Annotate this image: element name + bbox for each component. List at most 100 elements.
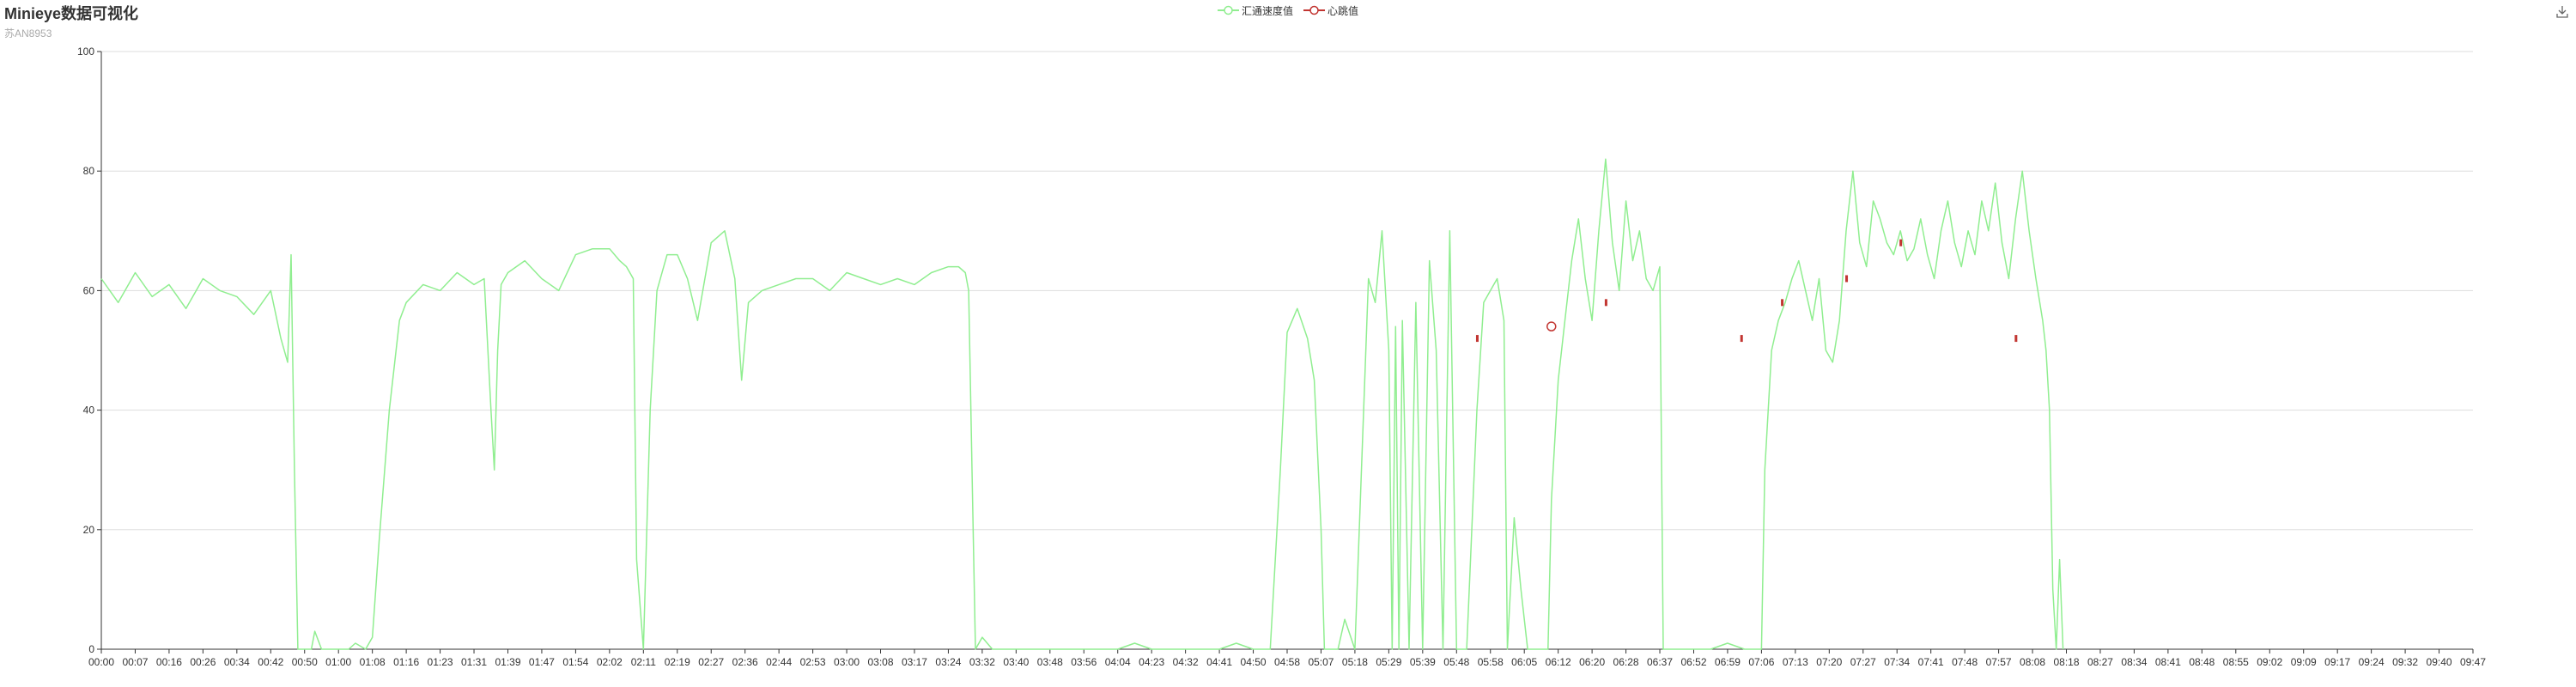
legend-line-circle-icon xyxy=(1303,5,1325,15)
x-tick-label: 09:40 xyxy=(2427,656,2452,668)
heartbeat-point xyxy=(1899,239,1903,246)
download-icon xyxy=(2556,6,2568,18)
x-tick-label: 07:34 xyxy=(1884,656,1910,668)
x-tick-label: 08:08 xyxy=(2020,656,2045,668)
x-tick-label: 07:41 xyxy=(1918,656,1944,668)
x-tick-label: 09:09 xyxy=(2291,656,2317,668)
x-tick-label: 02:44 xyxy=(766,656,792,668)
x-tick-label: 04:41 xyxy=(1206,656,1232,668)
x-axis: 00:00 00:07 00:16 00:26 00:34 00:42 00:50 01:00… xyxy=(88,648,2486,668)
x-tick-label: 02:19 xyxy=(665,656,690,668)
x-tick-label: 00:07 xyxy=(122,656,148,668)
x-tick-label: 06:37 xyxy=(1647,656,1673,668)
x-tick-label: 05:07 xyxy=(1308,656,1334,668)
legend-item-heartbeat[interactable]: 心跳值 xyxy=(1303,2,1358,19)
save-image-button[interactable] xyxy=(2555,5,2569,19)
series-speed xyxy=(100,158,2064,650)
x-tick-label: 03:56 xyxy=(1071,656,1097,668)
heartbeat-point xyxy=(1781,299,1784,307)
x-tick-label: 04:32 xyxy=(1173,656,1199,668)
y-tick-label: 0 xyxy=(88,643,94,655)
x-tick-label: 06:12 xyxy=(1546,656,1571,668)
x-tick-label: 07:13 xyxy=(1783,656,1808,668)
x-tick-label: 01:23 xyxy=(428,656,453,668)
x-tick-label: 01:47 xyxy=(529,656,555,668)
x-tick-label: 07:57 xyxy=(1986,656,2012,668)
y-tick-label: 100 xyxy=(77,46,94,58)
x-tick-label: 09:17 xyxy=(2324,656,2350,668)
x-tick-label: 07:20 xyxy=(1816,656,1842,668)
x-tick-label: 03:48 xyxy=(1037,656,1063,668)
x-tick-label: 07:06 xyxy=(1748,656,1774,668)
x-tick-label: 01:39 xyxy=(495,656,520,668)
x-tick-label: 01:00 xyxy=(325,656,351,668)
x-tick-label: 03:32 xyxy=(969,656,995,668)
x-tick-label: 06:59 xyxy=(1715,656,1741,668)
x-tick-label: 00:00 xyxy=(88,656,114,668)
x-tick-label: 08:18 xyxy=(2053,656,2079,668)
x-tick-label: 05:58 xyxy=(1478,656,1504,668)
series-line-speed xyxy=(100,158,2064,650)
x-tick-label: 09:32 xyxy=(2392,656,2418,668)
x-tick-label: 01:31 xyxy=(461,656,487,668)
heartbeat-point xyxy=(1845,275,1849,283)
x-tick-label: 02:36 xyxy=(732,656,758,668)
x-tick-label: 04:58 xyxy=(1274,656,1300,668)
x-tick-label: 02:02 xyxy=(597,656,623,668)
x-tick-label: 06:28 xyxy=(1613,656,1639,668)
x-tick-label: 06:05 xyxy=(1511,656,1537,668)
x-tick-label: 02:11 xyxy=(631,656,656,668)
x-tick-label: 00:42 xyxy=(258,656,283,668)
x-tick-label: 07:48 xyxy=(1952,656,1978,668)
y-tick-label: 60 xyxy=(83,284,95,296)
x-tick-label: 03:17 xyxy=(902,656,927,668)
y-axis: 0 20 40 60 80 100 xyxy=(77,46,102,655)
chart-subtitle: 苏AN8953 xyxy=(4,27,52,40)
x-tick-label: 05:39 xyxy=(1410,656,1436,668)
x-tick-label: 05:48 xyxy=(1443,656,1469,668)
x-tick-label: 06:52 xyxy=(1680,656,1706,668)
y-tick-label: 40 xyxy=(83,404,95,416)
heartbeat-point xyxy=(1740,335,1743,343)
x-tick-label: 09:24 xyxy=(2359,656,2385,668)
legend-label-heartbeat: 心跳值 xyxy=(1327,4,1359,17)
x-tick-label: 01:16 xyxy=(393,656,419,668)
x-tick-label: 06:20 xyxy=(1579,656,1605,668)
x-tick-label: 04:23 xyxy=(1139,656,1164,668)
heartbeat-point xyxy=(1546,321,1557,331)
y-tick-label: 20 xyxy=(83,524,95,536)
x-tick-label: 03:08 xyxy=(867,656,893,668)
x-tick-label: 03:24 xyxy=(935,656,961,668)
x-tick-label: 01:08 xyxy=(360,656,386,668)
x-tick-label: 04:04 xyxy=(1105,656,1131,668)
x-tick-label: 08:48 xyxy=(2189,656,2215,668)
x-tick-label: 08:55 xyxy=(2223,656,2249,668)
x-tick-label: 03:40 xyxy=(1003,656,1029,668)
x-tick-label: 08:41 xyxy=(2155,656,2181,668)
x-tick-label: 08:34 xyxy=(2121,656,2147,668)
x-tick-label: 09:02 xyxy=(2257,656,2282,668)
x-tick-label: 00:16 xyxy=(156,656,182,668)
x-tick-label: 02:27 xyxy=(698,656,724,668)
heartbeat-point xyxy=(1475,335,1479,343)
x-tick-label: 04:50 xyxy=(1241,656,1267,668)
x-tick-label: 07:27 xyxy=(1850,656,1876,668)
heartbeat-point xyxy=(1604,299,1607,307)
legend-label-speed: 汇通速度值 xyxy=(1242,4,1294,17)
grid-lines xyxy=(101,51,2473,531)
x-tick-label: 05:18 xyxy=(1342,656,1368,668)
x-tick-label: 00:34 xyxy=(224,656,250,668)
x-tick-label: 03:00 xyxy=(834,656,860,668)
series-heartbeat xyxy=(1475,239,2018,343)
x-tick-label: 00:50 xyxy=(292,656,318,668)
heartbeat-point xyxy=(2014,335,2018,343)
x-tick-label: 08:27 xyxy=(2087,656,2113,668)
y-tick-label: 80 xyxy=(83,165,95,177)
legend-item-speed[interactable]: 汇通速度值 xyxy=(1218,2,1293,19)
x-tick-label: 00:26 xyxy=(190,656,216,668)
legend: 汇通速度值 心跳值 xyxy=(0,2,2576,19)
chart-title: Minieye数据可视化 xyxy=(4,5,139,22)
x-tick-label: 05:29 xyxy=(1376,656,1401,668)
x-tick-label: 02:53 xyxy=(800,656,826,668)
